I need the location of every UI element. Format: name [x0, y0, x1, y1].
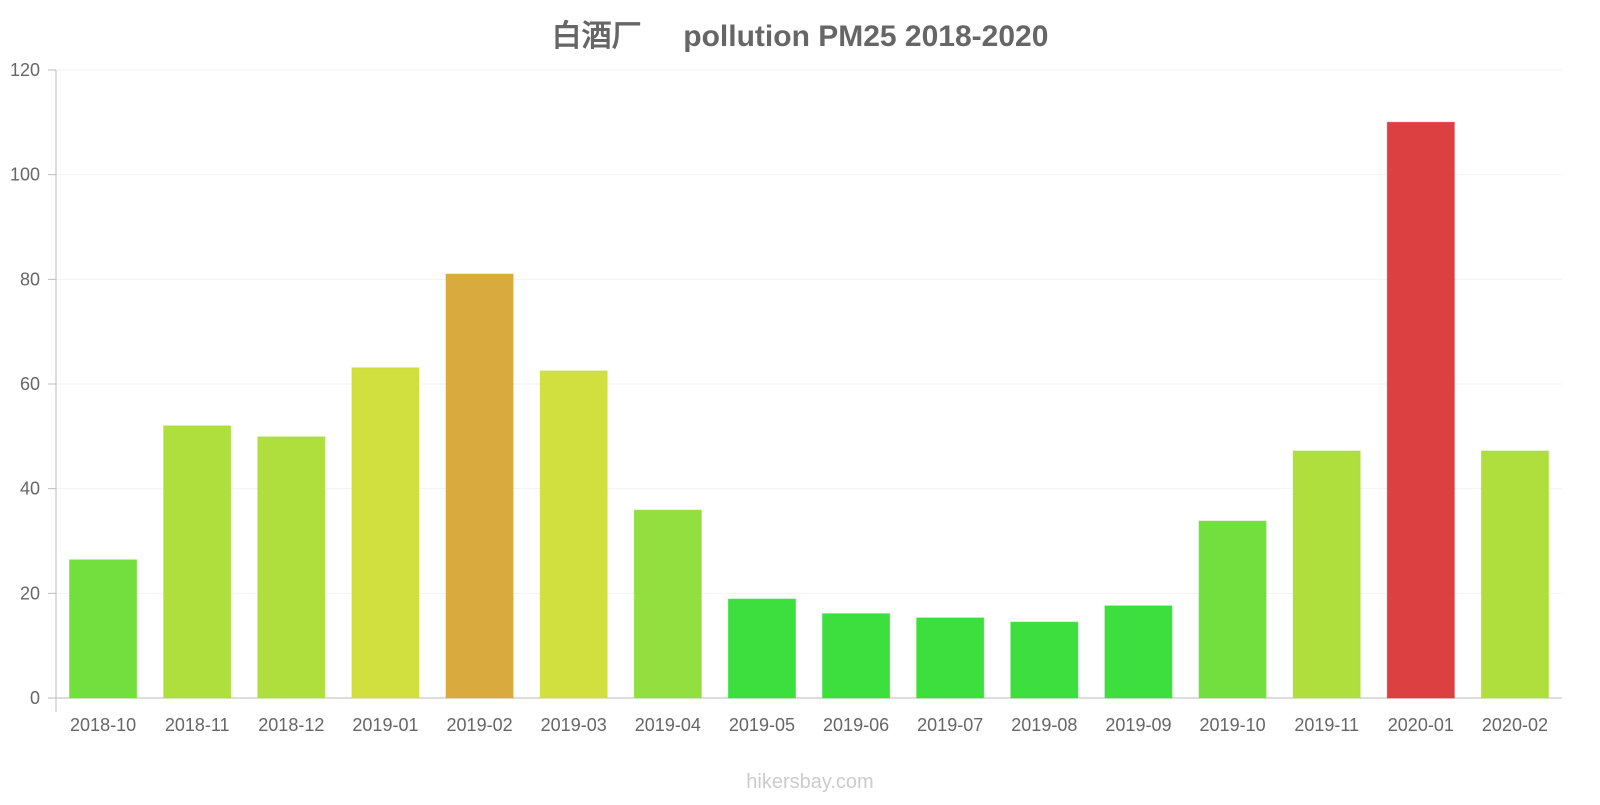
- x-tick-label: 2020-02: [1482, 715, 1548, 735]
- bar-2019-03[interactable]: [539, 370, 608, 699]
- x-tick-label: 2019-11: [1294, 715, 1359, 735]
- x-tick-label: 2018-10: [70, 715, 136, 735]
- x-tick-label: 2019-10: [1200, 715, 1266, 735]
- watermark: hikersbay.com: [746, 771, 873, 793]
- x-tick-label: 2020-01: [1388, 715, 1454, 735]
- x-tick-label: 2019-07: [917, 715, 983, 735]
- x-tick-label: 2019-05: [729, 715, 795, 735]
- bar-2019-10[interactable]: [1198, 520, 1267, 699]
- chart-title: 白酒厂 pollution PM25 2018-2020: [552, 20, 1049, 53]
- y-tick-label: 20: [20, 583, 40, 603]
- x-tick-label: 2019-02: [447, 715, 513, 735]
- x-tick-label: 2019-06: [823, 715, 889, 735]
- y-tick-label: 60: [20, 374, 40, 394]
- bar-2020-01[interactable]: [1386, 121, 1455, 699]
- bar-2019-02[interactable]: [445, 273, 514, 699]
- y-tick-label: 40: [20, 479, 40, 499]
- y-tick-label: 0: [30, 688, 40, 708]
- x-tick-label: 2019-04: [635, 715, 701, 735]
- x-tick-label: 2019-09: [1105, 715, 1171, 735]
- bar-2019-07[interactable]: [916, 617, 985, 699]
- y-tick-label: 100: [10, 165, 40, 185]
- bar-2019-06[interactable]: [822, 613, 891, 699]
- y-tick-label: 120: [10, 60, 40, 80]
- bar-2019-04[interactable]: [633, 509, 702, 699]
- x-tick-label: 2018-11: [165, 715, 230, 735]
- bar-2019-08[interactable]: [1010, 621, 1079, 699]
- bar-2019-01[interactable]: [351, 367, 420, 699]
- bar-2019-11[interactable]: [1292, 450, 1361, 699]
- bar-2018-12[interactable]: [257, 436, 326, 699]
- bar-2019-09[interactable]: [1104, 605, 1173, 699]
- x-tick-label: 2019-08: [1011, 715, 1077, 735]
- x-tick-label: 2019-01: [352, 715, 418, 735]
- bar-2018-10[interactable]: [69, 559, 138, 699]
- bar-2018-11[interactable]: [163, 425, 232, 699]
- x-tick-label: 2019-03: [541, 715, 607, 735]
- bar-2019-05[interactable]: [727, 598, 796, 699]
- y-tick-label: 80: [20, 269, 40, 289]
- bar-2020-02[interactable]: [1480, 450, 1549, 699]
- x-tick-label: 2018-12: [258, 715, 324, 735]
